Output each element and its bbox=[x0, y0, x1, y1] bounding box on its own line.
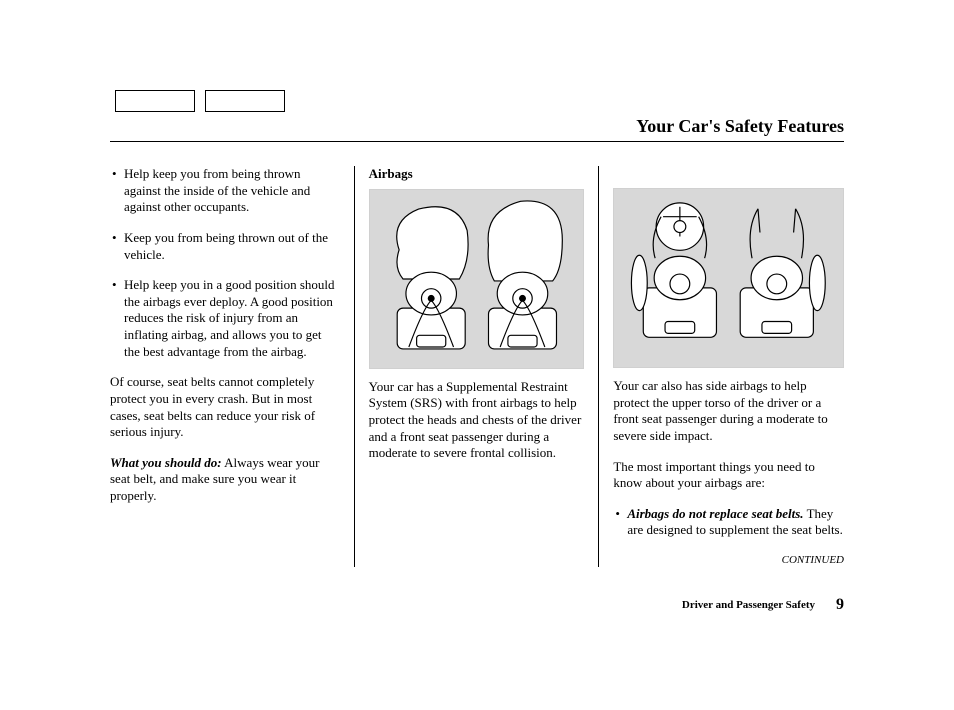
airbag-bullets: Airbags do not replace seat belts. They … bbox=[613, 506, 844, 539]
bullet-item: Airbags do not replace seat belts. They … bbox=[613, 506, 844, 539]
paragraph-wysd: What you should do: Always wear your sea… bbox=[110, 455, 340, 505]
columns: Help keep you from being thrown against … bbox=[110, 166, 844, 567]
airbags-heading: Airbags bbox=[369, 166, 585, 183]
wysd-label: What you should do: bbox=[110, 455, 222, 470]
bullet-bold: Airbags do not replace seat belts. bbox=[627, 506, 803, 521]
footer: Driver and Passenger Safety 9 bbox=[682, 596, 844, 614]
page: Your Car's Safety Features Help keep you… bbox=[0, 0, 954, 710]
bullet-item: Help keep you from being thrown against … bbox=[110, 166, 340, 216]
seatbelt-bullets: Help keep you from being thrown against … bbox=[110, 166, 340, 360]
paragraph: The most important things you need to kn… bbox=[613, 459, 844, 492]
nav-box-next[interactable] bbox=[205, 90, 285, 112]
bullet-item: Help keep you in a good position should … bbox=[110, 277, 340, 360]
title-row: Your Car's Safety Features bbox=[110, 116, 844, 142]
column-2: Airbags bbox=[355, 166, 600, 567]
side-airbag-illustration bbox=[613, 188, 844, 368]
bullet-item: Keep you from being thrown out of the ve… bbox=[110, 230, 340, 263]
footer-section: Driver and Passenger Safety bbox=[682, 599, 815, 611]
front-airbag-illustration bbox=[369, 189, 585, 369]
paragraph: Your car has a Supplemental Restraint Sy… bbox=[369, 379, 585, 462]
column-1: Help keep you from being thrown against … bbox=[110, 166, 355, 567]
footer-page-number: 9 bbox=[836, 596, 844, 613]
nav-boxes bbox=[115, 90, 285, 112]
continued-label: CONTINUED bbox=[613, 553, 844, 567]
paragraph: Of course, seat belts cannot completely … bbox=[110, 374, 340, 441]
nav-box-prev[interactable] bbox=[115, 90, 195, 112]
column-3: Your car also has side airbags to help p… bbox=[599, 166, 844, 567]
page-title: Your Car's Safety Features bbox=[110, 116, 844, 137]
paragraph: Your car also has side airbags to help p… bbox=[613, 378, 844, 445]
